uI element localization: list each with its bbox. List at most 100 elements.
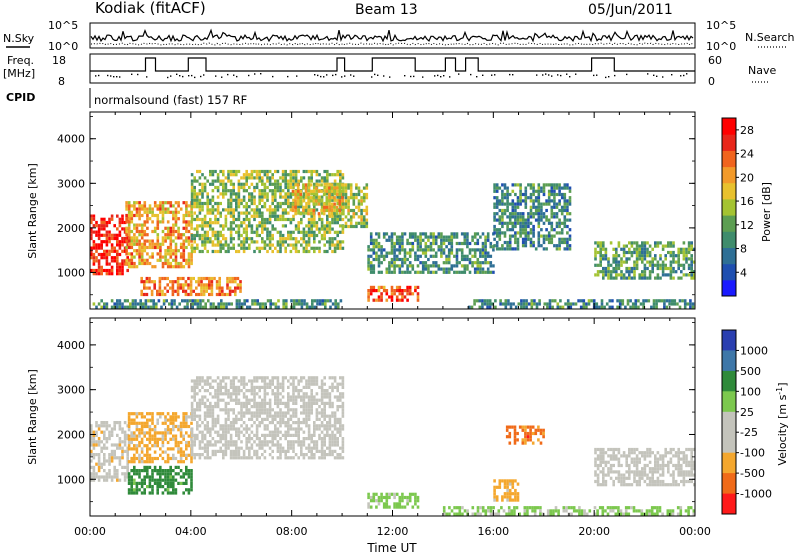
power-echo-region <box>367 232 495 274</box>
power-colorbar-swatch <box>722 279 736 297</box>
nsky-trace <box>90 28 694 43</box>
power-colorbar-tick: 4 <box>740 266 747 279</box>
velocity-echoes <box>90 376 696 516</box>
power-echo-region <box>342 183 369 229</box>
power-colorbar-tick: 20 <box>740 171 754 184</box>
velocity-colorbar-swatch <box>722 370 736 392</box>
date-title: 05/Jun/2011 <box>588 2 673 18</box>
velocity-colorbar-tick: 100 <box>740 385 761 398</box>
nave-tick-top: 60 <box>708 54 722 67</box>
power-colorbar-swatch <box>722 150 736 168</box>
velocity-colorbar-swatch <box>722 473 736 494</box>
freq-unit: [MHz] <box>3 67 35 80</box>
power-panel: 1000 2000 3000 4000 Slant Range [km] <box>26 111 696 310</box>
power-colorbar-tick: 28 <box>740 124 754 137</box>
velocity-colorbar-swatch <box>722 452 736 474</box>
power-colorbar-tick: 16 <box>740 195 754 208</box>
vel-echo-region <box>127 465 193 495</box>
power-colorbar-label: Power [dB] <box>760 182 773 242</box>
power-echoes <box>90 169 696 309</box>
nave-dots <box>95 73 688 79</box>
time-tick-label: 00:00 <box>679 525 711 538</box>
power-colorbar-tick: 8 <box>740 243 747 256</box>
velocity-colorbar-swatch <box>722 391 736 413</box>
beam-title: Beam 13 <box>355 2 418 18</box>
velocity-range-axis: 1000 2000 3000 4000 <box>57 322 695 503</box>
vel-echo-region <box>505 425 545 445</box>
velocity-colorbar-swatch <box>722 330 736 351</box>
power-time-ticks <box>89 112 696 309</box>
velocity-colorbar-label: Velocity [m s-1] <box>775 382 790 465</box>
range-tick-label: 2000 <box>57 222 85 235</box>
range-tick-label: 3000 <box>57 177 85 190</box>
time-tick-label: 08:00 <box>276 525 308 538</box>
range-tick-label: 3000 <box>57 384 85 397</box>
time-tick-label: 04:00 <box>175 525 207 538</box>
freq-frame <box>89 53 696 84</box>
power-colorbar-swatch <box>722 182 736 200</box>
power-colorbar-swatch <box>722 118 736 135</box>
power-echo-region <box>493 183 572 251</box>
velocity-time-axis: 00:00 04:00 08:00 12:00 16:00 20:00 00:00 <box>74 318 711 538</box>
velocity-colorbar-swatch <box>722 493 736 515</box>
nsky-tick-top: 10^5 <box>48 19 78 32</box>
power-colorbar-swatch <box>722 231 736 248</box>
freq-tick-bottom: 8 <box>58 75 65 88</box>
power-echo-region <box>367 285 420 302</box>
power-echo-region <box>468 299 695 309</box>
range-tick-label: 2000 <box>57 428 85 441</box>
power-colorbar-swatch <box>722 215 736 232</box>
vel-echo-region <box>367 492 420 509</box>
time-tick-label: 12:00 <box>377 525 409 538</box>
vel-echo-region <box>493 479 520 502</box>
nsearch-trace <box>90 42 694 46</box>
nave-label: Nave <box>748 64 776 77</box>
range-tick-label: 4000 <box>57 133 85 146</box>
velocity-colorbar-tick: 500 <box>740 365 761 378</box>
velocity-colorbar-tick: 25 <box>740 406 754 419</box>
velocity-colorbar-tick: -25 <box>740 426 758 439</box>
velocity-colorbar-swatch <box>722 432 736 454</box>
freq-label: Freq. <box>7 54 34 67</box>
time-tick-label: 16:00 <box>477 525 509 538</box>
range-tick-label: 4000 <box>57 339 85 352</box>
cpid-text: normalsound (fast) 157 RF <box>94 93 247 107</box>
freq-tick-top: 18 <box>52 54 66 67</box>
cpid-label: CPID <box>6 91 35 104</box>
nsearch-tick-bottom: 10^0 <box>706 40 736 53</box>
vel-echo-region <box>90 421 129 482</box>
nsearch-label: N.Search <box>745 31 795 44</box>
vel-echo-region <box>594 447 696 487</box>
power-echo-region <box>125 201 193 269</box>
time-tick-label: 20:00 <box>578 525 610 538</box>
station-title: Kodiak (fitACF) <box>95 0 206 17</box>
velocity-colorbar-swatch <box>722 350 736 372</box>
velocity-colorbar-swatch <box>722 411 736 433</box>
power-colorbar-swatch <box>722 247 736 265</box>
freq-panel: Freq. [MHz] 18 8 60 0 Nave <box>3 53 776 88</box>
velocity-colorbar-tick: 1000 <box>740 344 768 357</box>
vel-echo-region <box>442 506 696 516</box>
nsky-tick-bottom: 10^0 <box>48 40 78 53</box>
nave-tick-bottom: 0 <box>708 75 715 88</box>
power-colorbar-tick: 24 <box>740 148 754 161</box>
nsearch-tick-top: 10^5 <box>706 19 736 32</box>
velocity-colorbar: 1000 500 100 25 -25 -100 -500 -1000 <box>721 329 772 515</box>
velocity-ylabel: Slant Range [km] <box>26 369 39 465</box>
velocity-colorbar-tick: -1000 <box>740 488 772 501</box>
power-colorbar: 4 8 12 16 20 24 28 <box>721 117 754 297</box>
nsky-label: N.Sky <box>3 32 35 45</box>
power-colorbar-swatch <box>722 263 736 281</box>
power-ylabel: Slant Range [km] <box>26 163 39 259</box>
power-echo-region <box>140 276 242 297</box>
vel-echo-region <box>190 376 345 460</box>
frequency-trace <box>90 57 695 72</box>
vel-echo-region <box>127 412 193 464</box>
nsky-panel: N.Sky 10^5 10^0 10^5 10^0 N.Search <box>3 19 795 53</box>
range-tick-label: 1000 <box>57 473 85 486</box>
power-colorbar-swatch <box>722 166 736 184</box>
power-range-axis: 1000 2000 3000 4000 <box>57 116 695 296</box>
nsky-frame <box>89 22 696 49</box>
